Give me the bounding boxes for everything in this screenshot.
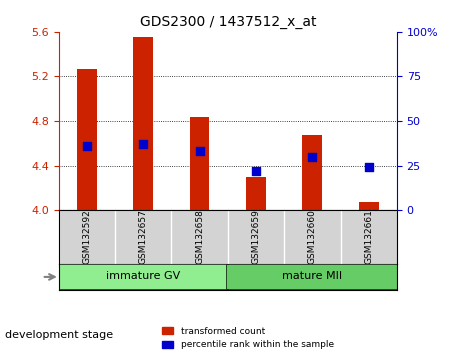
- Point: [83, 143, 90, 149]
- Point: [365, 165, 373, 170]
- Bar: [246, 177, 266, 210]
- Text: GSM132659: GSM132659: [252, 209, 260, 264]
- Text: immature GV: immature GV: [106, 272, 180, 281]
- Legend: transformed count, percentile rank within the sample: transformed count, percentile rank withi…: [159, 323, 337, 353]
- FancyBboxPatch shape: [58, 264, 229, 290]
- Text: GSM132658: GSM132658: [195, 209, 204, 264]
- Text: development stage: development stage: [5, 330, 113, 339]
- Bar: [359, 202, 378, 210]
- Point: [308, 154, 316, 159]
- Text: mature MII: mature MII: [282, 272, 342, 281]
- Bar: [133, 38, 153, 210]
- Point: [253, 168, 260, 174]
- Point: [196, 148, 203, 154]
- Text: GSM132661: GSM132661: [364, 209, 373, 264]
- Bar: [190, 116, 209, 210]
- Point: [140, 141, 147, 147]
- Text: GSM132592: GSM132592: [83, 210, 91, 264]
- FancyBboxPatch shape: [226, 264, 398, 290]
- Title: GDS2300 / 1437512_x_at: GDS2300 / 1437512_x_at: [139, 16, 316, 29]
- Text: GSM132660: GSM132660: [308, 209, 317, 264]
- Bar: [77, 69, 97, 210]
- Text: GSM132657: GSM132657: [139, 209, 147, 264]
- Bar: [303, 136, 322, 210]
